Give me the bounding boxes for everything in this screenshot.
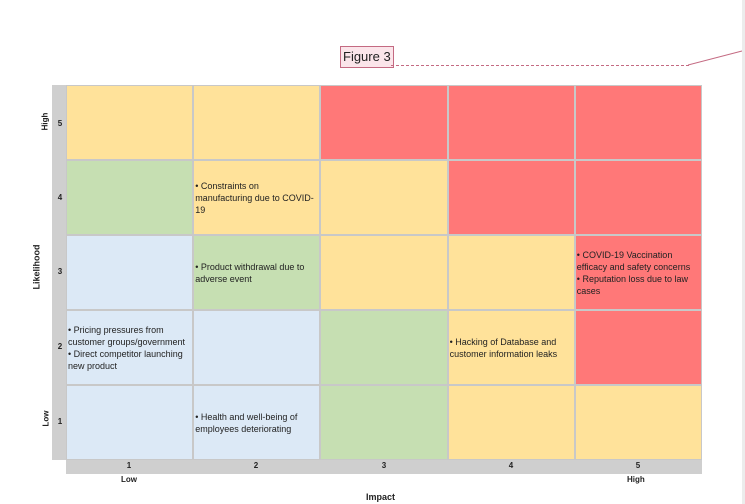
x-tick-5: 5 [635,461,641,470]
x-low-label: Low [121,475,137,484]
matrix-cell-l3-i4 [447,235,575,310]
matrix-cell-l1-i3 [320,385,448,460]
matrix-cell-l3-i3 [320,235,448,310]
matrix-cell-l2-i2 [193,310,321,385]
risk-item: • Reputation loss due to law cases [576,273,689,296]
y-tick-5: 5 [57,119,63,128]
risk-list: • Health and well-being of employees det… [195,386,318,459]
matrix-cell-l3-i1 [66,235,194,310]
risk-list: • Product withdrawal due to adverse even… [195,236,318,309]
y-low-label: Low [41,410,51,427]
matrix-cell-l4-i4 [447,160,575,235]
matrix-cell-l4-i1 [66,160,194,235]
matrix-cell-l1-i2: • Health and well-being of employees det… [193,385,321,460]
risk-item: • Hacking of Database and customer infor… [449,336,558,359]
comment-leader-line [391,65,689,66]
comment-pane [742,0,745,504]
matrix-cell-l2-i5 [574,310,702,385]
x-tick-4: 4 [508,461,514,470]
matrix-cell-l2-i1: • Pricing pressures from customer groups… [66,310,194,385]
y-tick-1: 1 [57,417,63,426]
risk-item: • Health and well-being of employees det… [195,411,298,434]
matrix-cell-l4-i3 [320,160,448,235]
x-high-label: High [627,475,645,484]
y-tick-4: 4 [57,193,63,202]
y-tick-3: 3 [57,267,63,276]
y-tick-2: 2 [57,342,63,351]
x-axis-title: Impact [366,492,396,502]
risk-list: • Hacking of Database and customer infor… [450,311,573,384]
matrix-cell-l5-i5 [574,85,702,160]
risk-item: • Pricing pressures from customer groups… [68,324,186,347]
matrix-cell-l3-i5: • COVID-19 Vaccination efficacy and safe… [574,235,702,310]
y-high-label: High [40,112,50,131]
matrix-cell-l1-i4 [447,385,575,460]
x-tick-2: 2 [253,461,259,470]
risk-list: • Constraints on manufacturing due to CO… [195,161,318,234]
impact-axis-strip [66,460,702,474]
x-tick-3: 3 [381,461,387,470]
matrix-cell-l5-i4 [447,85,575,160]
risk-item: • Product withdrawal due to adverse even… [195,261,305,284]
matrix-cell-l2-i4: • Hacking of Database and customer infor… [447,310,575,385]
risk-list: • Pricing pressures from customer groups… [68,311,191,384]
matrix-cell-l4-i2: • Constraints on manufacturing due to CO… [193,160,321,235]
matrix-cell-l2-i3 [320,310,448,385]
likelihood-axis-strip [52,85,66,460]
comment-connector-line [688,50,743,66]
matrix-cell-l4-i5 [574,160,702,235]
matrix-cell-l1-i1 [66,385,194,460]
matrix-cell-l5-i1 [66,85,194,160]
risk-item: • Constraints on manufacturing due to CO… [195,180,314,215]
matrix-cell-l5-i2 [193,85,321,160]
risk-item: • COVID-19 Vaccination efficacy and safe… [576,249,691,272]
y-axis-title: Likelihood [31,244,42,290]
matrix-cell-l5-i3 [320,85,448,160]
risk-item: • Direct competitor launching new produc… [68,348,183,371]
risk-list: • COVID-19 Vaccination efficacy and safe… [577,236,700,309]
x-tick-1: 1 [126,461,132,470]
matrix-cell-l3-i2: • Product withdrawal due to adverse even… [193,235,321,310]
matrix-cell-l1-i5 [574,385,702,460]
figure-caption[interactable]: Figure 3 [340,46,394,68]
